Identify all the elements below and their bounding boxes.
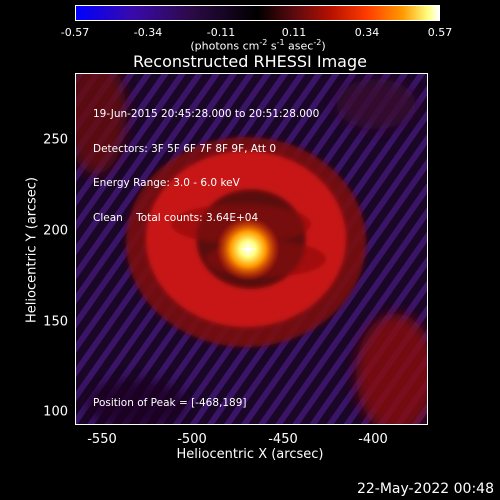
image-canvas [76, 74, 427, 424]
colorbar-tick: 0.57 [427, 26, 453, 39]
colorbar-tick: -0.57 [60, 26, 90, 39]
image-plot [75, 73, 428, 425]
colorbar-gradient [76, 6, 439, 20]
info-detectors: Detectors: 3F 5F 6F 7F 8F 9F, Att 0 [93, 142, 277, 155]
x-axis-title: Heliocentric X (arcsec) [176, 447, 324, 462]
y-tick-label: 100 [43, 404, 68, 420]
x-tick-label: -400 [358, 432, 388, 447]
generation-date: 22-May-2022 00:48 [356, 481, 494, 497]
colorbar-tick: 0.34 [354, 26, 380, 39]
plot-title: Reconstructed RHESSI Image [133, 52, 367, 71]
colorbar-tick: -0.11 [206, 26, 236, 39]
colorbar [75, 5, 440, 21]
info-energy-range: Energy Range: 3.0 - 6.0 keV [93, 177, 240, 189]
info-time-range: 19-Jun-2015 20:45:28.000 to 20:51:28.000 [93, 108, 320, 120]
y-axis-title: Heliocentric Y (arcsec) [24, 177, 40, 323]
y-tick-label: 150 [43, 314, 68, 330]
colorbar-tick: -0.34 [133, 26, 163, 39]
y-tick-label: 200 [43, 223, 68, 239]
x-tick-label: -450 [268, 432, 298, 447]
x-tick-label: -550 [87, 432, 117, 447]
colorbar-units: (photons cm-2 s-1 asec-2) [190, 38, 326, 53]
x-tick-label: -500 [177, 432, 207, 447]
peak-position: Position of Peak = [-468,189] [93, 397, 247, 409]
y-tick-label: 250 [43, 132, 68, 148]
info-counts: Clean Total counts: 3.64E+04 [93, 211, 259, 224]
observation-info: 19-Jun-2015 20:45:28.000 to 20:51:28.000… [93, 86, 319, 236]
colorbar-tick: 0.11 [281, 26, 307, 39]
